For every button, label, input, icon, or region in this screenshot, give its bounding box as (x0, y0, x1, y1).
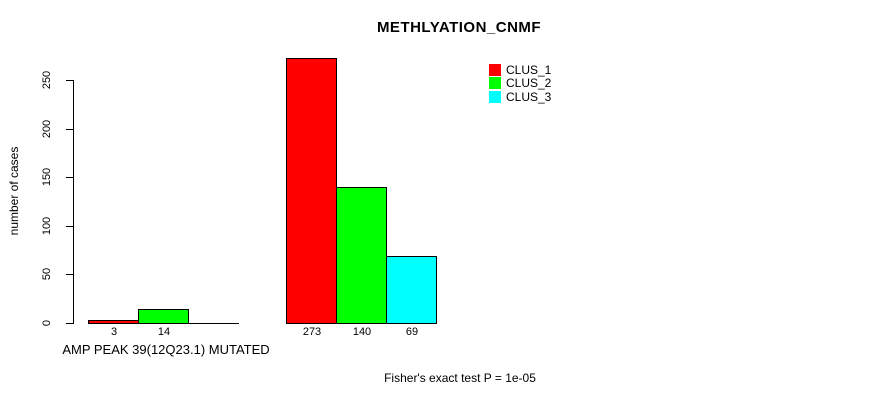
bar-value-label-group2-clus_2: 140 (352, 326, 372, 338)
bar-value-label-group2-clus_1: 273 (302, 326, 322, 338)
y-tick-label-0: 0 (41, 319, 53, 327)
y-tick-mark-0 (66, 323, 73, 324)
y-tick-label-200: 200 (41, 119, 53, 139)
legend-item-clus_2: CLUS_2 (489, 77, 551, 91)
legend-swatch-clus_3 (489, 90, 501, 103)
y-axis-title: number of cases (7, 146, 21, 236)
bar-value-label-group2-clus_3: 69 (405, 326, 419, 338)
legend-label-clus_1: CLUS_1 (506, 62, 552, 77)
legend-label-clus_3: CLUS_3 (506, 89, 552, 104)
bar-group2-clus_1 (286, 58, 337, 324)
y-tick-label-100: 100 (41, 216, 53, 236)
chart-title: METHLYATION_CNMF (376, 19, 542, 36)
y-axis-line (73, 80, 74, 324)
legend-swatch-clus_2 (489, 77, 501, 90)
bar-group2-clus_3 (386, 256, 437, 324)
x-axis-group-label: AMP PEAK 39(12Q23.1) MUTATED (62, 342, 270, 357)
y-tick-mark-250 (66, 80, 73, 81)
y-tick-label-150: 150 (41, 167, 53, 187)
legend-label-clus_2: CLUS_2 (506, 76, 552, 91)
legend-item-clus_1: CLUS_1 (489, 63, 551, 77)
bar-group1-clus_2 (138, 309, 189, 324)
legend: CLUS_1 CLUS_2 CLUS_3 (489, 63, 551, 104)
bar-value-label-group1-clus_2: 14 (157, 326, 171, 338)
bar-group2-clus_2 (336, 187, 387, 324)
y-tick-label-250: 250 (41, 70, 53, 90)
fisher-note: Fisher's exact test P = 1e-05 (384, 371, 536, 385)
bar-value-label-group1-clus_1: 3 (110, 326, 118, 338)
legend-item-clus_3: CLUS_3 (489, 90, 551, 104)
y-tick-mark-100 (66, 226, 73, 227)
y-tick-mark-150 (66, 177, 73, 178)
bar-group1-clus_1 (88, 320, 139, 324)
y-tick-mark-50 (66, 274, 73, 275)
legend-swatch-clus_1 (489, 63, 501, 76)
y-tick-mark-200 (66, 129, 73, 130)
bar-group1-clus_3-zero (188, 323, 239, 324)
y-tick-label-50: 50 (41, 267, 53, 281)
